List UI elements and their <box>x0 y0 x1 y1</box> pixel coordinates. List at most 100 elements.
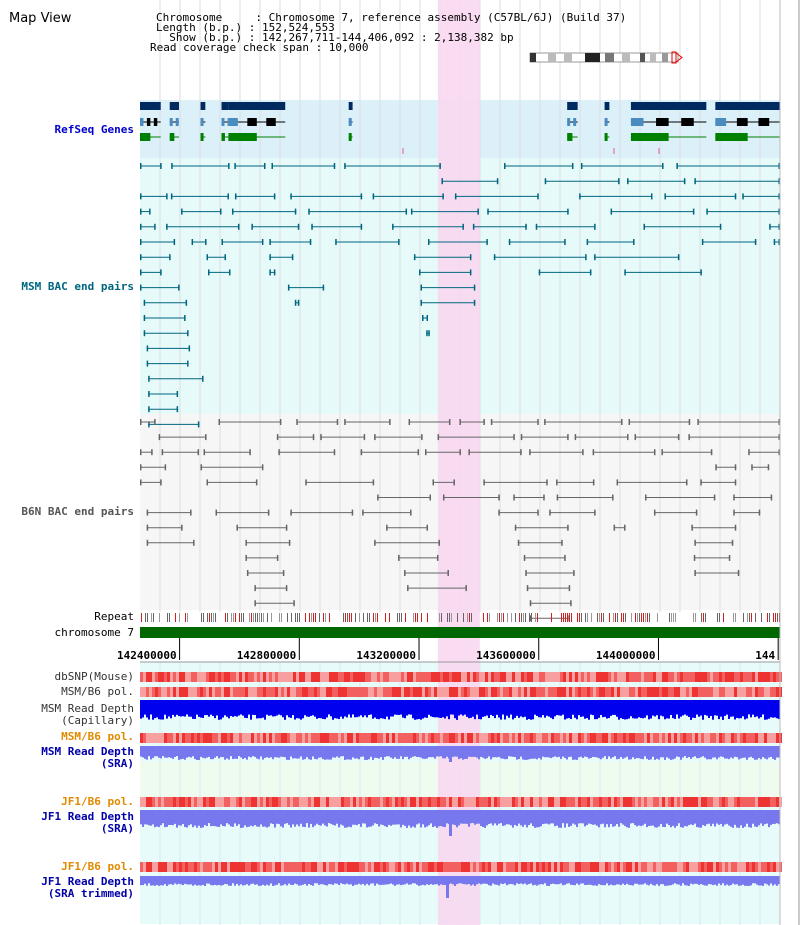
b6n-bac-pair[interactable] <box>374 434 423 441</box>
b6n-bac-pair[interactable] <box>407 585 467 592</box>
msm-bac-pair[interactable] <box>311 223 363 230</box>
b6n-bac-pair[interactable] <box>697 419 780 425</box>
b6n-bac-pair[interactable] <box>404 570 449 576</box>
b6n-bac-pair[interactable] <box>751 464 770 471</box>
b6n-bac-pair[interactable] <box>693 554 731 561</box>
refseq-gene[interactable] <box>348 102 353 141</box>
msm-bac-pair[interactable] <box>146 360 189 367</box>
b6n-bac-pair[interactable] <box>490 419 539 425</box>
b6n-bac-pairs-track[interactable] <box>140 419 780 637</box>
refseq-gene[interactable] <box>604 102 610 141</box>
msm-bac-pair[interactable] <box>428 239 488 245</box>
b6n-bac-pair[interactable] <box>425 449 461 456</box>
repeat-track[interactable] <box>141 613 780 622</box>
b6n-bac-pair[interactable] <box>398 554 439 561</box>
msm-bac-pair[interactable] <box>441 178 499 185</box>
b6n-bac-pair[interactable] <box>523 554 566 561</box>
msm-b6-pol-track-2[interactable] <box>140 733 782 743</box>
msm-bac-pair[interactable] <box>472 223 527 230</box>
dbsnp-track[interactable] <box>140 672 782 682</box>
msm-bac-pair[interactable] <box>706 208 780 215</box>
refseq-genes-track[interactable] <box>140 102 780 154</box>
gene-body[interactable] <box>169 102 179 110</box>
msm-bac-pair[interactable] <box>140 239 176 245</box>
msm-bac-pair[interactable] <box>221 239 264 245</box>
msm-bac-pair[interactable] <box>287 284 325 291</box>
chromosome-bar[interactable] <box>140 627 780 638</box>
msm-bac-pair[interactable] <box>742 193 780 200</box>
gene-body[interactable] <box>604 102 610 110</box>
msm-bac-pair[interactable] <box>140 193 168 200</box>
msm-bac-pair[interactable] <box>344 163 441 169</box>
b6n-bac-pair[interactable] <box>146 509 192 516</box>
msm-bac-pair[interactable] <box>419 269 472 276</box>
b6n-bac-pair[interactable] <box>245 554 279 561</box>
b6n-bac-pair[interactable] <box>733 509 761 516</box>
msm-bac-pair[interactable] <box>166 223 240 230</box>
msm-bac-pair[interactable] <box>420 299 476 306</box>
label-msm-b6-pol-1[interactable]: MSM/B6 pol. <box>61 685 134 698</box>
msm-bac-pair[interactable] <box>269 269 276 276</box>
msm-bac-pair[interactable] <box>413 254 472 261</box>
b6n-bac-pair[interactable] <box>161 449 200 456</box>
msm-bac-pair[interactable] <box>694 178 780 185</box>
msm-bac-pair[interactable] <box>676 163 780 169</box>
b6n-bac-pair[interactable] <box>517 539 563 546</box>
msm-bac-pair[interactable] <box>335 239 400 245</box>
label-jf1-depth-sra[interactable]: JF1 Read Depth (SRA) <box>41 810 134 835</box>
b6n-bac-pair[interactable] <box>748 449 780 456</box>
b6n-bac-pair[interactable] <box>158 434 207 441</box>
b6n-bac-pair[interactable] <box>203 449 251 456</box>
msm-bac-pair[interactable] <box>594 254 680 261</box>
msm-bac-pair[interactable] <box>410 208 479 215</box>
refseq-gene[interactable] <box>221 102 229 141</box>
msm-bac-pair[interactable] <box>171 163 230 169</box>
b6n-bac-pair[interactable] <box>549 509 596 516</box>
gene-body[interactable] <box>348 102 353 110</box>
b6n-bac-pair[interactable] <box>520 434 569 441</box>
b6n-bac-pair[interactable] <box>694 570 740 576</box>
b6n-bac-pair[interactable] <box>733 494 773 501</box>
msm-bac-pair[interactable] <box>206 254 226 261</box>
b6n-bac-pair[interactable] <box>498 509 539 516</box>
msm-bac-pair[interactable] <box>234 163 266 169</box>
msm-bac-pair[interactable] <box>140 223 156 230</box>
msm-depth-capillary-track[interactable] <box>140 700 780 720</box>
msm-depth-sra-track[interactable] <box>140 746 780 762</box>
b6n-bac-pair[interactable] <box>688 434 780 441</box>
b6n-bac-pair[interactable] <box>254 600 295 607</box>
b6n-bac-pair[interactable] <box>215 509 270 516</box>
gene-body[interactable] <box>228 102 286 110</box>
b6n-bac-pair[interactable] <box>432 479 455 486</box>
label-msm-depth-sra[interactable]: MSM Read Depth (SRA) <box>41 745 134 770</box>
b6n-bac-pair[interactable] <box>254 585 288 592</box>
jf1-b6-pol-track-2[interactable] <box>140 862 782 872</box>
label-repeat[interactable]: Repeat <box>94 610 134 623</box>
b6n-bac-pair[interactable] <box>218 419 282 425</box>
msm-bac-pair[interactable] <box>170 193 229 200</box>
msm-bac-pair[interactable] <box>143 315 186 321</box>
msm-bac-pairs-track[interactable] <box>140 163 780 428</box>
b6n-bac-pair[interactable] <box>514 524 569 531</box>
msm-bac-pair[interactable] <box>580 163 664 169</box>
msm-bac-pair[interactable] <box>392 223 464 230</box>
msm-bac-pair[interactable] <box>290 193 363 200</box>
msm-bac-pair[interactable] <box>487 208 569 215</box>
b6n-bac-pair[interactable] <box>140 464 167 471</box>
msm-bac-pair[interactable] <box>504 163 574 169</box>
msm-bac-pair[interactable] <box>493 254 587 261</box>
b6n-bac-pair[interactable] <box>653 509 698 516</box>
b6n-bac-pair[interactable] <box>691 524 737 531</box>
msm-bac-pair[interactable] <box>627 178 686 185</box>
msm-bac-pair[interactable] <box>148 421 200 428</box>
msm-bac-pair[interactable] <box>426 330 430 337</box>
refseq-gene[interactable] <box>715 102 780 141</box>
b6n-bac-pair[interactable] <box>362 509 412 516</box>
gene-body[interactable] <box>221 102 229 110</box>
b6n-bac-pair[interactable] <box>694 539 734 546</box>
b6n-bac-pair[interactable] <box>236 524 288 531</box>
gene-body[interactable] <box>715 102 780 110</box>
b6n-bac-pair[interactable] <box>634 434 680 441</box>
msm-bac-pair[interactable] <box>143 330 189 337</box>
b6n-bac-pair[interactable] <box>140 419 156 425</box>
